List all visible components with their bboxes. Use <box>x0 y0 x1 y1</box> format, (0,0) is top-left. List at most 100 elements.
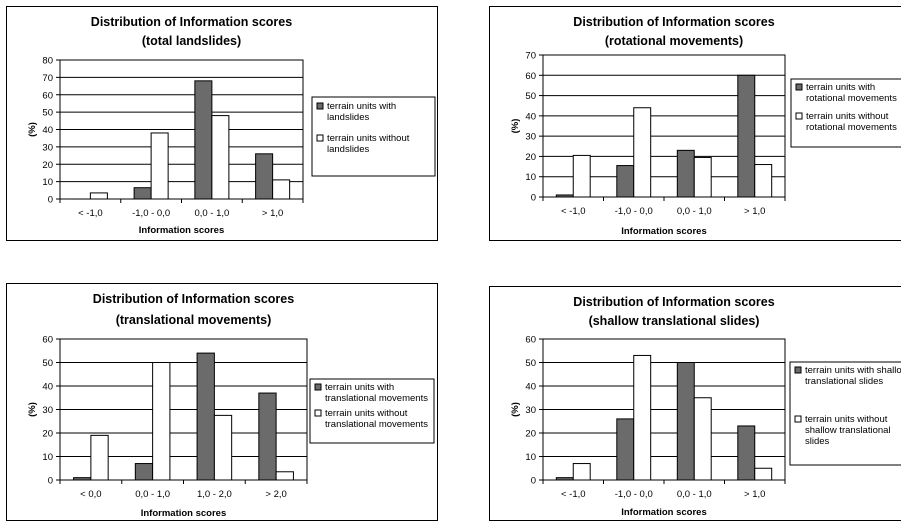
y-tick-label: 0 <box>531 193 536 204</box>
chart-title: Distribution of Information scores <box>93 292 294 306</box>
legend-swatch <box>315 410 321 416</box>
y-tick-label: 50 <box>42 108 53 119</box>
y-tick-label: 50 <box>42 358 53 369</box>
chart-svg-shallow-translational-slides: Distribution of Information scores (shall… <box>490 287 901 522</box>
chart-panel-translational-movements: Distribution of Information scores (trans… <box>6 283 438 521</box>
bar <box>634 355 651 480</box>
y-tick-label: 50 <box>525 358 536 369</box>
y-tick-label: 0 <box>48 195 53 206</box>
legend-label: terrain units without <box>806 111 889 122</box>
chart-svg-translational-movements: Distribution of Information scores (trans… <box>7 284 439 522</box>
y-tick-label: 30 <box>42 142 53 153</box>
x-tick-label: 0,0 - 1,0 <box>677 489 712 500</box>
legend-label: terrain units without <box>325 408 408 419</box>
x-axis-label: Information scores <box>621 507 707 518</box>
x-tick-label: < 0,0 <box>80 489 101 500</box>
legend-label: terrain units without <box>327 133 410 144</box>
bar <box>214 415 231 480</box>
y-tick-label: 10 <box>525 172 536 183</box>
legend-swatch <box>795 367 801 373</box>
bar <box>738 75 755 197</box>
y-tick-label: 10 <box>42 177 53 188</box>
bar <box>573 464 590 480</box>
legend-swatch <box>315 384 321 390</box>
y-tick-label: 20 <box>42 160 53 171</box>
bar <box>677 363 694 481</box>
legend-swatch <box>795 416 801 422</box>
y-axis-label: (%) <box>27 122 38 137</box>
x-axis-label: Information scores <box>621 226 707 237</box>
bar <box>573 155 590 197</box>
y-tick-label: 40 <box>42 382 53 393</box>
legend-label: terrain units without <box>805 414 888 425</box>
legend-swatch <box>796 84 802 90</box>
bar <box>256 154 273 199</box>
bar <box>617 419 634 480</box>
chart-panel-total-landslides: Distribution of Information scores(total… <box>6 6 438 241</box>
x-axis-label: Information scores <box>141 508 227 519</box>
y-tick-label: 40 <box>42 125 53 136</box>
y-tick-label: 50 <box>525 91 536 102</box>
legend-swatch <box>796 113 802 119</box>
legend-swatch <box>317 103 323 109</box>
bar <box>197 353 214 480</box>
bar <box>135 464 152 480</box>
x-tick-label: 0,0 - 1,0 <box>677 206 712 217</box>
x-tick-label: > 1,0 <box>744 206 765 217</box>
legend-label: terrain units with <box>325 382 394 393</box>
y-tick-label: 20 <box>42 429 53 440</box>
y-tick-label: 60 <box>42 335 53 346</box>
x-tick-label: -1,0 - 0,0 <box>615 206 653 217</box>
x-axis-label: Information scores <box>139 225 225 236</box>
bar <box>617 166 634 197</box>
legend-label: landslides <box>327 144 369 155</box>
y-tick-label: 60 <box>42 90 53 101</box>
y-tick-label: 0 <box>48 476 53 487</box>
chart-svg-rotational-movements: Distribution of Information scores(rotat… <box>490 7 901 242</box>
legend-label: landslides <box>327 112 369 123</box>
y-tick-label: 30 <box>525 132 536 143</box>
legend-label: rotational movements <box>806 93 897 104</box>
x-tick-label: 1,0 - 2,0 <box>197 489 232 500</box>
chart-panel-rotational-movements: Distribution of Information scores(rotat… <box>489 6 901 241</box>
legend-label: rotational movements <box>806 122 897 133</box>
y-tick-label: 20 <box>525 429 536 440</box>
bar <box>74 478 91 480</box>
x-tick-label: < -1,0 <box>561 206 586 217</box>
y-axis-label: (%) <box>510 402 521 417</box>
chart-svg-total-landslides: Distribution of Information scores(total… <box>7 7 439 242</box>
bar <box>556 478 573 480</box>
bar <box>755 468 772 480</box>
y-tick-label: 10 <box>525 452 536 463</box>
bar <box>694 398 711 480</box>
chart-subtitle: (shallow translational slides) <box>589 314 760 328</box>
bar <box>90 193 107 199</box>
x-tick-label: 0,0 - 1,0 <box>194 208 229 219</box>
bar <box>212 116 229 199</box>
bar <box>755 165 772 197</box>
y-tick-label: 70 <box>42 73 53 84</box>
y-tick-label: 0 <box>531 476 536 487</box>
bar <box>694 157 711 197</box>
bar <box>134 188 151 199</box>
x-tick-label: 0,0 - 1,0 <box>135 489 170 500</box>
y-tick-label: 40 <box>525 111 536 122</box>
x-tick-label: > 1,0 <box>744 489 765 500</box>
x-tick-label: < -1,0 <box>78 208 103 219</box>
chart-subtitle: (translational movements) <box>116 313 272 327</box>
y-tick-label: 30 <box>525 405 536 416</box>
bar <box>153 363 170 481</box>
bar <box>556 195 573 197</box>
legend-label: terrain units with <box>327 101 396 112</box>
x-tick-label: > 2,0 <box>265 489 286 500</box>
bar <box>634 108 651 197</box>
chart-title: Distribution of Information scores <box>573 295 774 309</box>
bar <box>273 180 290 199</box>
y-tick-label: 30 <box>42 405 53 416</box>
bar <box>677 150 694 197</box>
legend-label: translational slides <box>805 376 883 387</box>
chart-subtitle: (rotational movements) <box>605 34 743 48</box>
bar <box>276 472 293 480</box>
x-tick-label: > 1,0 <box>262 208 283 219</box>
y-tick-label: 10 <box>42 452 53 463</box>
